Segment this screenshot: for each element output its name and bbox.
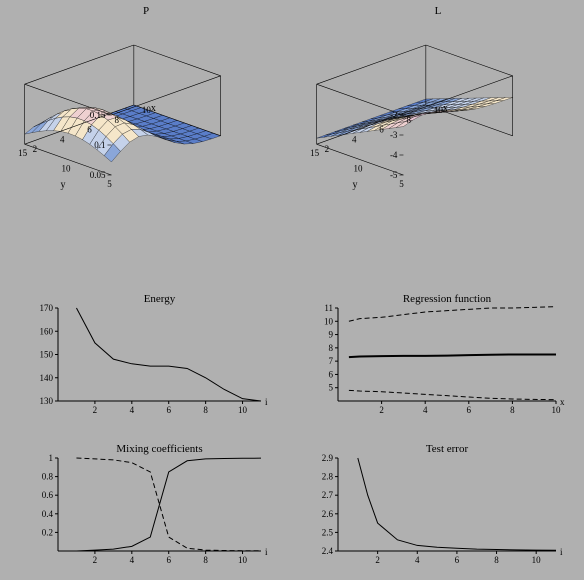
svg-text:5: 5 [399, 179, 404, 189]
svg-text:6: 6 [87, 125, 92, 135]
svg-text:i: i [265, 397, 268, 407]
svg-text:170: 170 [40, 303, 54, 313]
svg-text:7: 7 [329, 356, 334, 366]
plot-title-mixing: Mixing coefficients [116, 443, 202, 455]
svg-text:i: i [560, 547, 563, 557]
svg-text:-3: -3 [390, 130, 398, 140]
plot-title-regression: Regression function [403, 293, 492, 305]
svg-text:10: 10 [238, 555, 248, 565]
svg-text:y: y [61, 180, 66, 191]
surface-L: -5 -4 -3 -2 5 10 15 2 4 6 8 10 y x L [292, 0, 584, 250]
series-regression-1 [349, 355, 556, 358]
svg-text:8: 8 [329, 343, 334, 353]
svg-text:6: 6 [455, 555, 460, 565]
svg-text:15: 15 [18, 148, 28, 158]
series-regression-2 [349, 390, 556, 399]
svg-text:6: 6 [166, 555, 171, 565]
svg-text:6: 6 [329, 369, 334, 379]
svg-text:160: 160 [40, 326, 54, 336]
svg-text:9: 9 [329, 330, 334, 340]
series-energy-0 [76, 308, 261, 401]
svg-text:2: 2 [379, 405, 384, 415]
plot-title-testerror: Test error [426, 443, 469, 455]
svg-text:0.6: 0.6 [42, 490, 54, 500]
svg-text:6: 6 [379, 125, 384, 135]
svg-text:0.8: 0.8 [42, 472, 54, 482]
surface-title-P: P [143, 5, 149, 17]
svg-text:2: 2 [375, 555, 380, 565]
plot-mixing: Mixing coefficients 0.2 0.4 0.6 0.8 1 2 4 6 8 10 i [20, 440, 275, 570]
svg-text:0.15: 0.15 [90, 110, 106, 120]
svg-text:2.8: 2.8 [322, 472, 334, 482]
svg-text:6: 6 [166, 405, 171, 415]
svg-text:2.5: 2.5 [322, 527, 334, 537]
svg-text:y: y [353, 180, 358, 191]
svg-text:0.05: 0.05 [90, 170, 106, 180]
svg-text:5: 5 [107, 179, 112, 189]
svg-text:10: 10 [434, 105, 444, 115]
svg-text:4: 4 [130, 555, 135, 565]
plot-regression: Regression function567891011246810x [300, 290, 570, 420]
svg-text:x: x [560, 397, 565, 407]
svg-text:0.2: 0.2 [42, 527, 53, 537]
svg-text:8: 8 [203, 405, 208, 415]
svg-text:2: 2 [33, 144, 38, 154]
svg-text:8: 8 [203, 555, 208, 565]
svg-text:2.9: 2.9 [322, 453, 334, 463]
svg-text:6: 6 [467, 405, 472, 415]
plot-title-energy: Energy [144, 293, 176, 305]
svg-text:10: 10 [354, 164, 364, 174]
svg-text:1: 1 [49, 453, 54, 463]
svg-text:i: i [265, 547, 268, 557]
svg-text:15: 15 [310, 148, 320, 158]
svg-text:8: 8 [407, 115, 412, 125]
series-regression-0 [349, 307, 556, 322]
surface-title-L: L [435, 5, 442, 17]
svg-text:8: 8 [115, 115, 120, 125]
svg-text:5: 5 [329, 383, 334, 393]
svg-text:150: 150 [40, 350, 54, 360]
svg-text:10: 10 [324, 316, 334, 326]
svg-text:4: 4 [60, 134, 65, 144]
plot-testerror: Test error 2.4 2.5 2.6 2.7 2.8 2.9 2 4 6 8 10 i [300, 440, 570, 570]
plot-energy: Energy 130 140 150 160 170 2 4 6 8 10 i [20, 290, 275, 420]
svg-text:10: 10 [142, 105, 152, 115]
svg-text:0.1: 0.1 [94, 140, 105, 150]
svg-text:4: 4 [415, 555, 420, 565]
svg-text:2.6: 2.6 [322, 509, 334, 519]
svg-text:x: x [443, 103, 448, 114]
svg-text:2.4: 2.4 [322, 546, 334, 556]
svg-text:2: 2 [93, 555, 98, 565]
svg-text:-2: -2 [390, 110, 398, 120]
svg-text:10: 10 [532, 555, 542, 565]
svg-text:0.4: 0.4 [42, 509, 54, 519]
svg-text:2: 2 [325, 144, 330, 154]
svg-text:8: 8 [494, 555, 499, 565]
series-mixing-1 [76, 458, 261, 551]
svg-text:4: 4 [423, 405, 428, 415]
svg-text:8: 8 [510, 405, 515, 415]
svg-text:x: x [151, 103, 156, 114]
svg-text:-5: -5 [390, 170, 398, 180]
svg-text:2.7: 2.7 [322, 490, 334, 500]
svg-text:140: 140 [40, 373, 54, 383]
svg-text:4: 4 [130, 405, 135, 415]
svg-text:130: 130 [40, 396, 54, 406]
svg-text:-4: -4 [390, 150, 398, 160]
svg-text:10: 10 [238, 405, 248, 415]
svg-text:10: 10 [62, 164, 72, 174]
surface-P: 0.05 0.1 0.15 5 10 15 2 4 6 8 10 y x P [0, 0, 292, 250]
series-testerror-0 [358, 458, 556, 550]
svg-text:4: 4 [352, 134, 357, 144]
svg-text:11: 11 [324, 303, 333, 313]
svg-text:2: 2 [93, 405, 98, 415]
